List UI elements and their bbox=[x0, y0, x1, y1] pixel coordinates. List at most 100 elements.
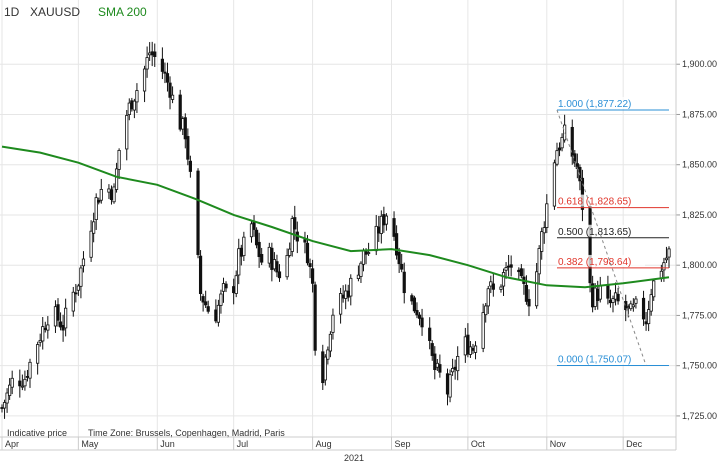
candle-body bbox=[468, 346, 473, 355]
candle-body bbox=[112, 186, 116, 203]
x-axis: Apr May Jun Jul Aug Sep Oct Nov Dec bbox=[1, 437, 643, 450]
x-tick-label: Nov bbox=[550, 439, 567, 449]
candle-body bbox=[616, 293, 620, 302]
candle-body bbox=[188, 160, 192, 172]
candle-body bbox=[181, 118, 185, 130]
candle-body bbox=[216, 304, 220, 323]
sma-line bbox=[1, 145, 670, 289]
candle-body bbox=[608, 299, 613, 304]
candle-body bbox=[611, 298, 615, 303]
candle-body bbox=[552, 162, 557, 207]
y-tick-label: 1,775.00 bbox=[682, 310, 717, 320]
candle-body bbox=[165, 73, 170, 83]
candle-body bbox=[504, 267, 508, 271]
candle-body bbox=[341, 294, 345, 299]
candle-body bbox=[524, 284, 529, 302]
fib-level-label: 0.618 (1,828.65) bbox=[558, 197, 631, 208]
fibonacci-levels: 1.000 (1,877.22) 0.618 (1,828.65) 0.500 (1… bbox=[556, 96, 669, 367]
candle-body bbox=[38, 339, 42, 343]
candle-body bbox=[76, 285, 80, 291]
candle-body bbox=[64, 307, 68, 329]
candle-body bbox=[448, 374, 452, 398]
candle-body bbox=[659, 270, 663, 279]
candle-body bbox=[219, 293, 223, 306]
candle-body bbox=[260, 253, 264, 263]
candle-body bbox=[338, 293, 343, 315]
x-tick-label: Jul bbox=[237, 439, 249, 449]
candle-body bbox=[394, 233, 399, 256]
candle-body bbox=[89, 230, 93, 258]
candle-body bbox=[53, 306, 58, 327]
candle-body bbox=[170, 94, 175, 100]
candle-body bbox=[402, 271, 406, 294]
candle-body bbox=[517, 269, 521, 273]
candle-body bbox=[142, 68, 147, 92]
candle-body bbox=[25, 376, 30, 378]
y-tick-label: 1,850.00 bbox=[682, 160, 717, 170]
candle-body bbox=[117, 150, 121, 170]
candle-body bbox=[596, 288, 600, 301]
sma-200-line bbox=[1, 145, 670, 289]
candle-body bbox=[43, 327, 47, 330]
candle-body bbox=[578, 166, 582, 182]
candle-body bbox=[481, 312, 485, 349]
candle-body bbox=[310, 268, 315, 284]
candle-body bbox=[114, 168, 119, 190]
indicator-label[interactable]: SMA 200 bbox=[98, 5, 147, 19]
candle-body bbox=[555, 150, 559, 165]
candle-body bbox=[148, 52, 152, 56]
candle-body bbox=[28, 361, 32, 379]
candle-body bbox=[542, 227, 546, 234]
candle-body bbox=[326, 349, 330, 360]
candle-body bbox=[257, 241, 261, 257]
candle-body bbox=[456, 356, 460, 372]
candle-body bbox=[328, 333, 333, 352]
candle-body bbox=[242, 236, 246, 257]
candle-body bbox=[237, 248, 241, 276]
candle-body bbox=[130, 100, 134, 110]
candle-body bbox=[410, 295, 414, 302]
symbol-label[interactable]: XAUUSD bbox=[30, 5, 81, 19]
candle-body bbox=[153, 51, 157, 58]
timeframe-label[interactable]: 1D bbox=[4, 5, 20, 19]
candle-body bbox=[46, 324, 50, 331]
fib-label-bg bbox=[556, 224, 645, 237]
candle-body bbox=[344, 290, 348, 299]
candle-body bbox=[397, 251, 401, 265]
candle-body bbox=[570, 126, 574, 157]
candle-body bbox=[198, 255, 203, 295]
candle-body bbox=[97, 200, 101, 203]
candle-body bbox=[74, 292, 78, 295]
candle-body bbox=[667, 248, 671, 258]
candle-body bbox=[377, 226, 381, 234]
candle-body bbox=[499, 286, 503, 290]
candle-body bbox=[308, 263, 312, 267]
candle-body bbox=[2, 402, 7, 409]
candle-body bbox=[56, 304, 60, 321]
candle-body bbox=[186, 136, 190, 160]
candle-body bbox=[145, 57, 149, 70]
candle-body bbox=[321, 351, 325, 384]
candle-body bbox=[214, 309, 218, 322]
fib-level-label: 0.000 (1,750.07) bbox=[558, 355, 631, 366]
candle-body bbox=[168, 82, 172, 98]
candle-body bbox=[606, 285, 610, 299]
candle-body bbox=[392, 218, 396, 237]
candle-body bbox=[466, 334, 470, 355]
candle-body bbox=[275, 261, 279, 273]
candle-body bbox=[435, 362, 439, 368]
candle-body bbox=[420, 317, 424, 328]
candle-body bbox=[303, 239, 307, 243]
candle-body bbox=[430, 343, 434, 356]
candle-body bbox=[662, 262, 666, 271]
candle-body bbox=[374, 225, 378, 252]
candle-body bbox=[10, 377, 14, 388]
candle-body bbox=[252, 221, 256, 230]
candle-body bbox=[451, 368, 455, 373]
candle-body bbox=[471, 347, 475, 351]
fib-label-bg bbox=[556, 194, 645, 207]
candle-body bbox=[644, 321, 648, 325]
candle-body bbox=[624, 301, 628, 311]
y-tick-label: 1,875.00 bbox=[682, 109, 717, 119]
candle-body bbox=[20, 385, 24, 388]
